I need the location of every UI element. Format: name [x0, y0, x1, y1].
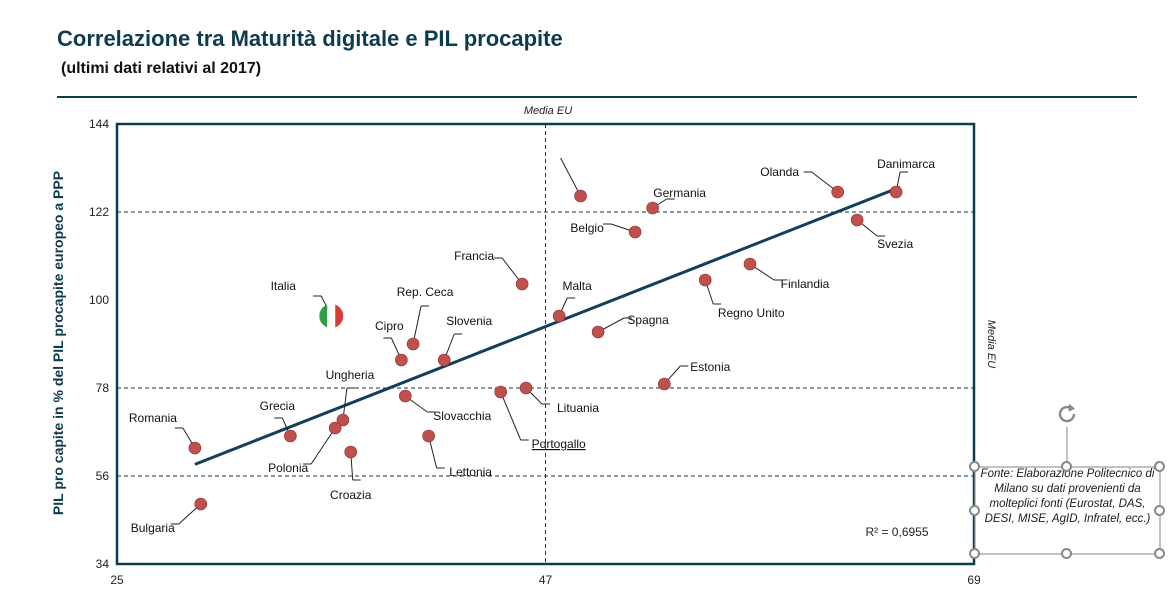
data-points [188, 185, 903, 511]
data-label: Ungheria [326, 368, 375, 382]
data-point [328, 421, 342, 435]
data-point [519, 381, 533, 395]
data-label: Francia [454, 249, 494, 263]
data-point [406, 337, 420, 351]
label-leader [560, 157, 582, 197]
label-leader [412, 305, 422, 345]
y-tick-label: 78 [96, 381, 110, 395]
data-label: Slovacchia [433, 409, 491, 423]
data-label: Svezia [877, 237, 913, 251]
data-point [515, 277, 529, 291]
data-label: Cipro [375, 319, 404, 333]
source-note[interactable]: Fonte: Elaborazione Politecnico di Milan… [980, 468, 1155, 525]
data-label: Regno Unito [718, 306, 785, 320]
data-point [628, 225, 642, 239]
label-leader [500, 391, 522, 441]
data-point [194, 497, 208, 511]
resize-handle-br[interactable] [1154, 548, 1165, 559]
data-label: Belgio [570, 221, 604, 235]
plot-frame [115, 122, 976, 566]
data-label: Lettonia [449, 465, 492, 479]
data-label: Italia [271, 279, 297, 293]
axis-ticks: 34 56 78 100 122 144 25 47 69 [89, 117, 981, 587]
data-label: Danimarca [877, 157, 935, 171]
data-label: Germania [653, 186, 706, 200]
resize-handle-ml[interactable] [969, 505, 980, 516]
rotate-handle-icon[interactable] [1055, 402, 1079, 426]
data-label: Malta [562, 279, 592, 293]
data-point [284, 429, 297, 443]
data-point [336, 413, 350, 427]
x-tick-label: 47 [539, 573, 553, 587]
chart-subtitle: (ultimi dati relativi al 2017) [61, 60, 262, 77]
data-point [437, 353, 451, 367]
data-label: Olanda [760, 165, 799, 179]
chart-title-text: Correlazione tra Maturità digitale e PIL… [57, 26, 563, 51]
data-labels: Danimarca Olanda Germania Svezia Belgio Finla… [129, 157, 936, 535]
data-point [889, 185, 903, 199]
label-leaders [170, 157, 909, 525]
data-label: Slovenia [446, 314, 492, 328]
data-label: Rep. Ceca [397, 285, 454, 299]
resize-handle-tr[interactable] [1154, 461, 1165, 472]
y-tick-label: 122 [89, 205, 109, 219]
data-point [658, 377, 671, 391]
x-tick-label: 69 [967, 573, 981, 587]
resize-handle-tl[interactable] [969, 461, 980, 472]
data-label: Romania [129, 411, 177, 425]
data-label: Spagna [627, 313, 669, 327]
x-tick-label: 25 [110, 573, 124, 587]
y-tick-label: 56 [96, 469, 110, 483]
data-point [850, 213, 864, 227]
data-point [574, 189, 587, 203]
data-point [344, 445, 358, 459]
data-point [646, 201, 659, 215]
label-leader [310, 427, 336, 465]
y-tick-label: 144 [89, 117, 109, 131]
ref-line-x-label: Media EU [524, 105, 572, 117]
title-divider [57, 96, 1137, 98]
data-point [395, 353, 408, 367]
data-label: Portogallo [532, 437, 586, 451]
resize-handle-tc[interactable] [1061, 461, 1072, 472]
resize-handle-bl[interactable] [969, 548, 980, 559]
data-point [591, 325, 605, 339]
data-label: Estonia [690, 360, 730, 374]
data-label: Lituania [557, 401, 599, 415]
data-point [552, 309, 566, 323]
data-label: Polonia [268, 461, 308, 475]
data-label: Bulgaria [131, 521, 175, 535]
y-tick-label: 100 [89, 293, 109, 307]
data-point [398, 389, 412, 403]
data-point [188, 441, 202, 455]
trendline [194, 185, 901, 466]
ref-line-y-label: Media EU [985, 320, 997, 368]
data-point [831, 185, 844, 199]
data-label: Finlandia [781, 277, 830, 291]
chart-title: Correlazione tra Maturità digitale e PIL… [57, 26, 563, 52]
italy-flag-icon [319, 304, 344, 328]
resize-handle-mr[interactable] [1154, 505, 1165, 516]
data-label: Grecia [260, 399, 296, 413]
data-point [494, 385, 508, 399]
r-squared-label: R² = 0,6955 [865, 525, 928, 539]
chart-grid [117, 124, 974, 564]
data-point [698, 273, 712, 287]
y-tick-label: 34 [96, 557, 110, 571]
data-point [743, 257, 757, 271]
resize-handle-bc[interactable] [1061, 548, 1072, 559]
data-label: Croazia [330, 488, 372, 502]
data-point [422, 429, 435, 443]
